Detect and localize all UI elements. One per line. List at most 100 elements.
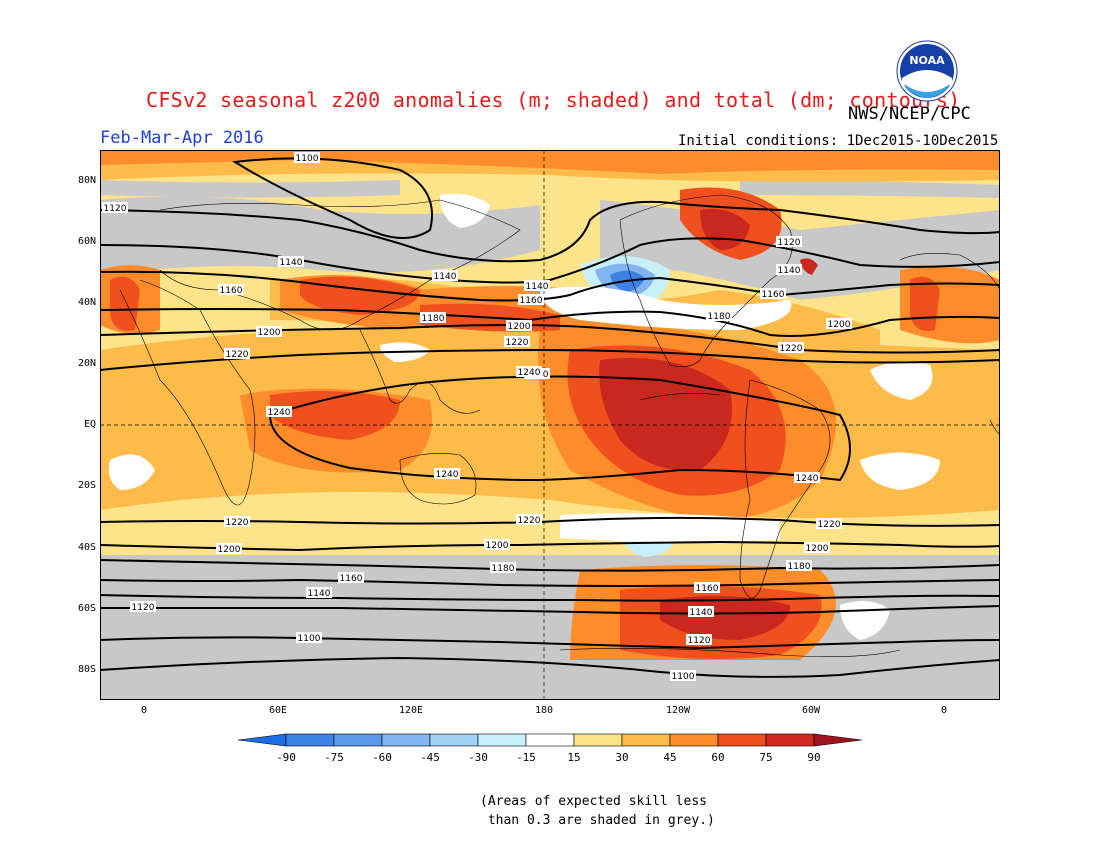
svg-text:1240: 1240 [518, 368, 541, 378]
contour-label: 1200 [484, 539, 510, 551]
contour-label: 1100 [294, 152, 320, 164]
anomaly-colorbar: -90 -75 -60 -45 -30 -15 15 30 45 60 75 90 [238, 733, 862, 764]
lon-label: 60E [268, 705, 288, 716]
colorbar-swatch [621, 733, 671, 747]
anomaly-near-zero [108, 193, 940, 640]
svg-text:1160: 1160 [696, 584, 719, 594]
lat-label: 80N [77, 175, 96, 186]
lat-label: 40N [77, 297, 96, 308]
lat-label: 80S [77, 664, 96, 675]
colorbar-tick-label: -90 [276, 751, 296, 764]
lat-label: EQ [83, 419, 96, 430]
contour-label: 1140 [278, 256, 304, 268]
colorbar-swatch [669, 733, 719, 747]
skill-note: (Areas of expected skill less than 0.3 a… [480, 794, 715, 828]
svg-text:1140: 1140 [434, 272, 457, 282]
colorbar-swatch [477, 733, 527, 747]
contour-label: 1120 [776, 236, 802, 248]
contour-label: 1200 [804, 542, 830, 554]
svg-text:1200: 1200 [806, 544, 829, 554]
lon-label: 120E [398, 705, 424, 716]
contour-label: 1240 [794, 472, 820, 484]
lat-label: 40S [77, 542, 96, 553]
svg-text:1160: 1160 [340, 574, 363, 584]
svg-text:1220: 1220 [226, 518, 249, 528]
colorbar-tick-label: -30 [468, 751, 488, 764]
svg-text:1140: 1140 [778, 266, 801, 276]
noaa-logo-icon: NOAA [896, 40, 958, 102]
svg-text:1220: 1220 [226, 350, 249, 360]
lat-label: 20S [77, 480, 96, 491]
contour-label: 1200 [506, 320, 532, 332]
contour-label: 1160 [218, 284, 244, 296]
map-frame [100, 150, 1000, 700]
z200-anomaly-map: 1100 1120 1140 1160 1180 1200 1220 1240 … [100, 150, 1000, 700]
colorbar-tick-label: -60 [372, 751, 392, 764]
contour-label: 1240 [266, 406, 292, 418]
svg-text:1140: 1140 [526, 282, 549, 292]
colorbar-tick-label: 60 [711, 751, 724, 764]
lon-label: 180 [534, 705, 554, 716]
contour-label: 1240 [516, 366, 542, 378]
lon-label: 0 [940, 705, 948, 716]
svg-text:1240: 1240 [436, 470, 459, 480]
map-title: CFSv2 seasonal z200 anomalies (m; shaded… [146, 88, 961, 112]
contour-label: 1200 [216, 543, 242, 555]
lat-label: 20N [77, 358, 96, 369]
contour-label: 1180 [420, 312, 446, 324]
lon-label: 120W [665, 705, 691, 716]
contour-label: 1180 [490, 562, 516, 574]
contour-label: 1220 [778, 342, 804, 354]
svg-text:1220: 1220 [818, 520, 841, 530]
contour-label: 1180 [786, 560, 812, 572]
svg-text:1120: 1120 [104, 204, 127, 214]
contour-label: 1140 [776, 264, 802, 276]
svg-text:1160: 1160 [762, 290, 785, 300]
lat-label: 60S [77, 603, 96, 614]
svg-text:1160: 1160 [520, 296, 543, 306]
svg-text:1140: 1140 [690, 608, 713, 618]
lon-label: 60W [801, 705, 821, 716]
contour-label: 1220 [224, 348, 250, 360]
lon-label: 0 [140, 705, 148, 716]
contour-label: 1240 [434, 468, 460, 480]
reference-lines [100, 150, 1000, 700]
contour-label: 1140 [688, 606, 714, 618]
svg-text:1100: 1100 [672, 672, 695, 682]
svg-text:1140: 1140 [308, 589, 331, 599]
colorbar-swatch [285, 733, 335, 747]
svg-text:1220: 1220 [780, 344, 803, 354]
colorbar-tick-label: 30 [615, 751, 628, 764]
svg-text:1120: 1120 [132, 603, 155, 613]
colorbar-swatch [765, 733, 815, 747]
colorbar-tick-label: -45 [420, 751, 440, 764]
contour-label: 1160 [694, 582, 720, 594]
contour-label: 1100 [296, 632, 322, 644]
colorbar-swatch [573, 733, 623, 747]
contour-label: 1220 [504, 336, 530, 348]
svg-text:1180: 1180 [708, 312, 731, 322]
svg-text:1200: 1200 [508, 322, 531, 332]
svg-text:1200: 1200 [486, 541, 509, 551]
contour-label: 1120 [130, 601, 156, 613]
svg-text:1200: 1200 [258, 328, 281, 338]
contour-label: 1220 [816, 518, 842, 530]
svg-text:1220: 1220 [506, 338, 529, 348]
contour-label: 1200 [256, 326, 282, 338]
contour-label: 1140 [524, 280, 550, 292]
contour-label: 1100 [670, 670, 696, 682]
colorbar-swatch [717, 733, 767, 747]
svg-text:1180: 1180 [788, 562, 811, 572]
svg-text:1120: 1120 [688, 636, 711, 646]
svg-text:1240: 1240 [796, 474, 819, 484]
svg-text:1240: 1240 [268, 408, 291, 418]
lat-label: 60N [77, 236, 96, 247]
colorbar-tick-label: -75 [324, 751, 344, 764]
svg-text:1140: 1140 [280, 258, 303, 268]
noaa-logo-text: NOAA [909, 54, 945, 67]
colorbar-tick-label: -15 [516, 751, 536, 764]
contour-label: 1120 [686, 634, 712, 646]
contour-label: 1180 [706, 310, 732, 322]
svg-text:1180: 1180 [492, 564, 515, 574]
svg-text:1180: 1180 [422, 314, 445, 324]
